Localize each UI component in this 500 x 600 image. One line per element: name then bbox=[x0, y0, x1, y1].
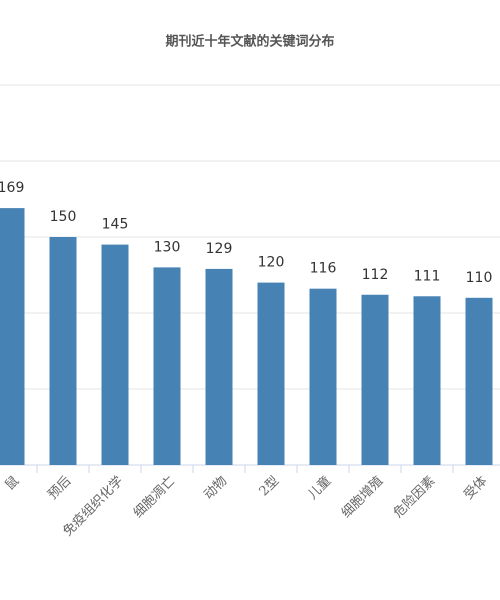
bar bbox=[257, 282, 285, 465]
bar bbox=[413, 296, 441, 465]
value-label: 120 bbox=[258, 255, 285, 271]
value-label: 112 bbox=[362, 267, 389, 283]
value-label: 111 bbox=[414, 268, 441, 284]
x-tick-label: 儿童 bbox=[305, 473, 335, 503]
bar bbox=[0, 208, 25, 465]
x-tick-label: 细胞增殖 bbox=[338, 473, 386, 521]
bar bbox=[361, 294, 389, 465]
value-label: 130 bbox=[154, 239, 181, 255]
value-label: 116 bbox=[310, 261, 337, 277]
x-tick-label: 受体 bbox=[461, 474, 490, 503]
bar bbox=[205, 268, 233, 465]
x-tick-label: 危险因素 bbox=[391, 474, 438, 521]
bar bbox=[153, 267, 181, 465]
x-tick-label: 预后 bbox=[45, 474, 74, 503]
bar bbox=[49, 237, 77, 465]
x-tick-label: 细胞凋亡 bbox=[131, 474, 178, 521]
x-tick-label: 鼠 bbox=[2, 474, 22, 494]
x-tick-label: 2型 bbox=[257, 474, 283, 500]
value-label: 129 bbox=[206, 241, 233, 257]
value-label: 110 bbox=[466, 270, 493, 286]
x-tick-label: 动物 bbox=[201, 474, 230, 503]
bar bbox=[309, 288, 337, 465]
value-label: 150 bbox=[50, 209, 77, 225]
chart-title: 期刊近十年文献的关键词分布 bbox=[165, 34, 334, 50]
bar bbox=[101, 244, 129, 465]
value-label: 145 bbox=[102, 217, 129, 233]
bar bbox=[465, 297, 493, 465]
value-label: 169 bbox=[0, 180, 24, 196]
